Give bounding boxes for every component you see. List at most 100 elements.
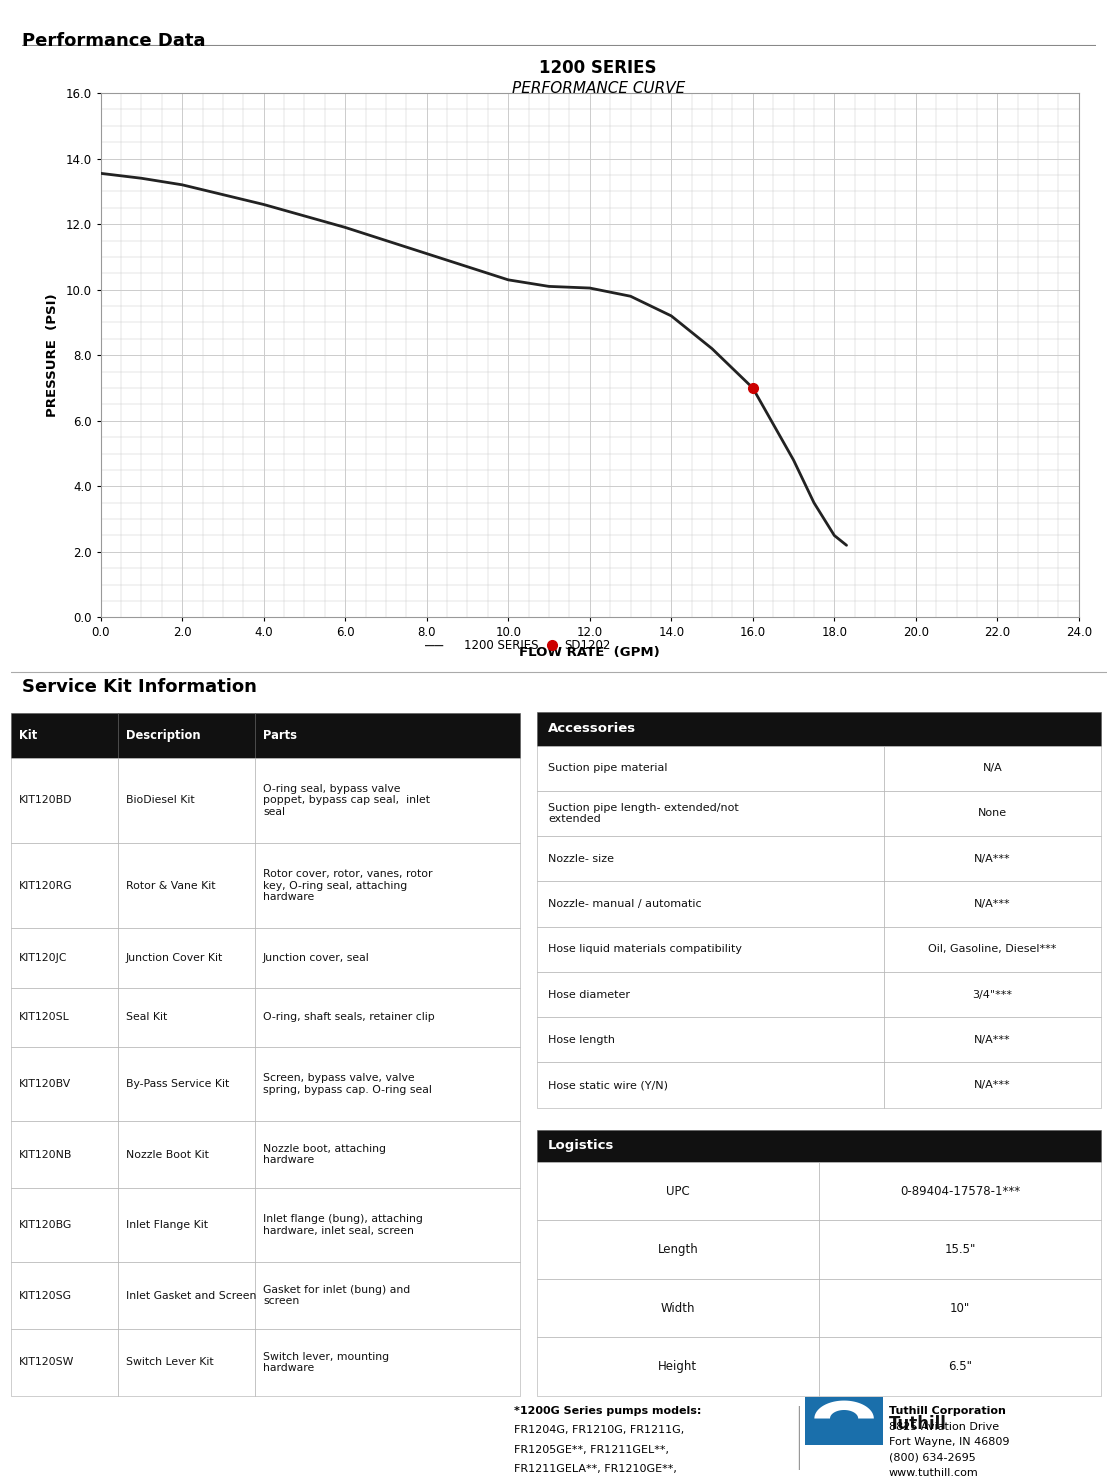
Polygon shape (814, 1400, 874, 1418)
Bar (537, 1162, 818, 1220)
Text: (800) 634-2695: (800) 634-2695 (889, 1453, 976, 1462)
Text: None: None (978, 808, 1007, 818)
Bar (11, 1263, 119, 1329)
Bar (537, 882, 884, 926)
Text: 10": 10" (950, 1301, 970, 1315)
Text: Seal Kit: Seal Kit (125, 1012, 167, 1022)
Text: PERFORMANCE CURVE: PERFORMANCE CURVE (512, 81, 684, 96)
Bar (537, 712, 1101, 746)
Bar (255, 1263, 520, 1329)
Text: O-ring, shaft seals, retainer clip: O-ring, shaft seals, retainer clip (263, 1012, 435, 1022)
Text: Suction pipe material: Suction pipe material (548, 764, 667, 772)
Bar (537, 1062, 884, 1108)
Text: Accessories: Accessories (548, 722, 636, 736)
Bar (884, 836, 1101, 882)
Bar (537, 1130, 1101, 1162)
Text: Length: Length (657, 1244, 698, 1255)
Text: O-ring seal, bypass valve
poppet, bypass cap seal,  inlet
seal: O-ring seal, bypass valve poppet, bypass… (263, 784, 430, 817)
Bar (537, 1018, 884, 1062)
Bar (884, 1062, 1101, 1108)
Text: Logistics: Logistics (548, 1139, 614, 1152)
Text: UPC: UPC (666, 1185, 690, 1198)
Text: Screen, bypass valve, valve
spring, bypass cap. O-ring seal: Screen, bypass valve, valve spring, bypa… (263, 1074, 432, 1094)
Bar (255, 843, 520, 929)
Bar (255, 1188, 520, 1263)
Bar (11, 843, 119, 929)
Text: ——: —— (425, 638, 443, 653)
Bar (537, 1279, 818, 1337)
Bar (255, 1047, 520, 1121)
Text: Parts: Parts (263, 730, 297, 741)
Text: Inlet Flange Kit: Inlet Flange Kit (125, 1220, 208, 1230)
Bar (537, 1220, 818, 1279)
Bar (119, 1047, 255, 1121)
Text: Fort Wayne, IN 46809: Fort Wayne, IN 46809 (889, 1437, 1010, 1447)
Bar (119, 1121, 255, 1188)
Text: FR1205GE**, FR1211GEL**,: FR1205GE**, FR1211GEL**, (514, 1445, 670, 1455)
Text: 0-89404-17578-1***: 0-89404-17578-1*** (900, 1185, 1020, 1198)
Bar (119, 713, 255, 758)
Bar (884, 1018, 1101, 1062)
Text: KIT120BV: KIT120BV (19, 1080, 72, 1089)
Bar (884, 882, 1101, 926)
Bar (11, 929, 119, 988)
Text: N/A***: N/A*** (974, 899, 1011, 908)
Text: 3/4"***: 3/4"*** (973, 990, 1013, 1000)
Bar (255, 929, 520, 988)
Text: Performance Data: Performance Data (22, 32, 206, 50)
Bar (119, 988, 255, 1047)
Bar (537, 790, 884, 836)
Bar (818, 1279, 1101, 1337)
Text: Nozzle boot, attaching
hardware: Nozzle boot, attaching hardware (263, 1143, 386, 1165)
Bar (11, 988, 119, 1047)
Text: FR1204G, FR1210G, FR1211G,: FR1204G, FR1210G, FR1211G, (514, 1425, 684, 1436)
Text: KIT120BG: KIT120BG (19, 1220, 72, 1230)
Text: 1200 SERIES: 1200 SERIES (464, 640, 539, 651)
Text: SD1202: SD1202 (565, 640, 610, 651)
Text: www.tuthill.com: www.tuthill.com (889, 1468, 978, 1477)
Text: 1200 SERIES: 1200 SERIES (539, 59, 657, 77)
Bar (11, 1047, 119, 1121)
Text: N/A: N/A (983, 764, 1003, 772)
Text: KIT120RG: KIT120RG (19, 880, 73, 891)
Text: 8825 Aviation Drive: 8825 Aviation Drive (889, 1421, 999, 1431)
Bar (119, 929, 255, 988)
Text: Hose static wire (Y/N): Hose static wire (Y/N) (548, 1080, 667, 1090)
Text: Hose length: Hose length (548, 1035, 615, 1044)
Text: Nozzle Boot Kit: Nozzle Boot Kit (125, 1149, 209, 1159)
Text: Switch Lever Kit: Switch Lever Kit (125, 1357, 214, 1368)
Bar (884, 746, 1101, 790)
Bar (119, 1188, 255, 1263)
Text: N/A***: N/A*** (974, 854, 1011, 864)
Bar (119, 1329, 255, 1396)
Bar (11, 1121, 119, 1188)
X-axis label: FLOW RATE  (GPM): FLOW RATE (GPM) (520, 647, 660, 659)
Text: Inlet Gasket and Screen: Inlet Gasket and Screen (125, 1291, 256, 1301)
Bar (537, 972, 884, 1018)
Text: N/A***: N/A*** (974, 1080, 1011, 1090)
Text: Hose diameter: Hose diameter (548, 990, 629, 1000)
Text: *1200G Series pumps models:: *1200G Series pumps models: (514, 1406, 702, 1416)
Text: Kit: Kit (19, 730, 37, 741)
Bar (818, 1162, 1101, 1220)
Text: Rotor & Vane Kit: Rotor & Vane Kit (125, 880, 215, 891)
Bar (255, 758, 520, 843)
Text: Rotor cover, rotor, vanes, rotor
key, O-ring seal, attaching
hardware: Rotor cover, rotor, vanes, rotor key, O-… (263, 868, 433, 902)
Text: KIT120SG: KIT120SG (19, 1291, 72, 1301)
Bar (818, 1337, 1101, 1396)
Text: Height: Height (659, 1360, 698, 1374)
Bar (119, 758, 255, 843)
Bar (537, 1337, 818, 1396)
Bar (884, 790, 1101, 836)
Bar (119, 1263, 255, 1329)
Bar (537, 836, 884, 882)
Text: FR1211GELA**, FR1210GE**,: FR1211GELA**, FR1210GE**, (514, 1464, 678, 1474)
Text: Width: Width (661, 1301, 695, 1315)
Text: Inlet flange (bung), attaching
hardware, inlet seal, screen: Inlet flange (bung), attaching hardware,… (263, 1214, 423, 1236)
Text: KIT120SW: KIT120SW (19, 1357, 74, 1368)
Text: Tuthill Corporation: Tuthill Corporation (889, 1406, 1006, 1416)
Bar (255, 1329, 520, 1396)
Text: KIT120NB: KIT120NB (19, 1149, 73, 1159)
Bar (11, 713, 119, 758)
Bar (884, 972, 1101, 1018)
